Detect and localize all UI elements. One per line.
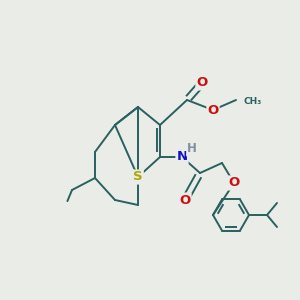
Text: S: S (133, 170, 143, 184)
Text: N: N (176, 151, 188, 164)
Text: O: O (207, 103, 219, 116)
Text: H: H (187, 142, 197, 155)
Text: CH₃: CH₃ (244, 98, 262, 106)
Text: O: O (196, 76, 208, 89)
Text: O: O (228, 176, 240, 190)
Text: O: O (179, 194, 191, 206)
